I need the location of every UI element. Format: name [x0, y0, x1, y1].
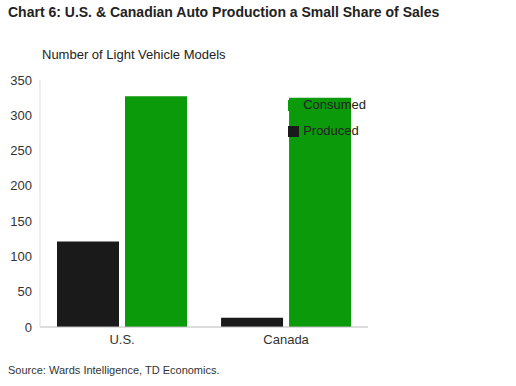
svg-text:0: 0: [25, 320, 32, 335]
html-text:Consumed: Consumed: [303, 97, 366, 112]
svg-text:350: 350: [10, 73, 32, 88]
svg-text:200: 200: [10, 178, 32, 193]
svg-text:50: 50: [18, 284, 32, 299]
svg-text:250: 250: [10, 143, 32, 158]
svg-text:U.S.: U.S.: [109, 332, 134, 347]
svg-text:150: 150: [10, 214, 32, 229]
html-text:Number of Light Vehicle Models: Number of Light Vehicle Models: [42, 47, 226, 62]
html-text:Produced: Produced: [303, 123, 359, 138]
svg-text:Canada: Canada: [263, 332, 309, 347]
html-text:Source: Wards Intelligence, TD: Source: Wards Intelligence, TD Economics…: [8, 364, 220, 376]
svg-text:100: 100: [10, 249, 32, 264]
svg-text:300: 300: [10, 108, 32, 123]
html-text:Chart 6: U.S. & Canadian Auto: Chart 6: U.S. & Canadian Auto Production…: [8, 4, 440, 20]
